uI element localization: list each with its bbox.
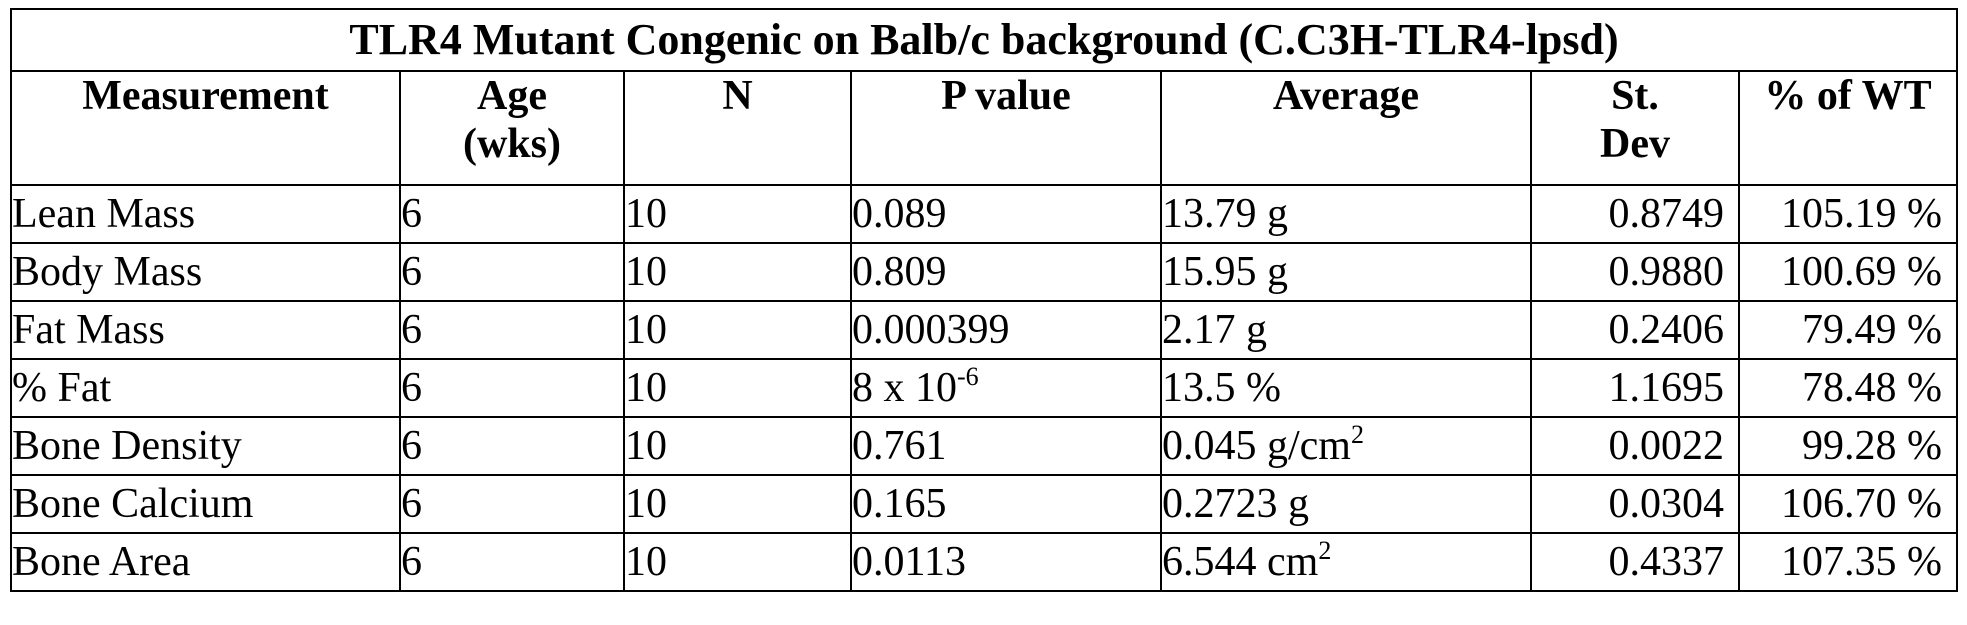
cell-p-value: 8 x 10-6 — [851, 359, 1161, 417]
cell-pct-wt: 78.48 % — [1739, 359, 1957, 417]
cell-n: 10 — [624, 417, 851, 475]
cell-n: 10 — [624, 243, 851, 301]
table-row: Body Mass 6 10 0.809 15.95 g 0.9880 100.… — [11, 243, 1957, 301]
p-value-text: 0.089 — [852, 191, 947, 237]
cell-measurement: Fat Mass — [11, 301, 400, 359]
cell-average: 6.544 cm2 — [1161, 533, 1531, 591]
cell-average: 2.17 g — [1161, 301, 1531, 359]
p-value-text: 0.0113 — [852, 539, 966, 585]
cell-measurement: Lean Mass — [11, 185, 400, 243]
average-text: 13.5 % — [1162, 365, 1281, 411]
cell-n: 10 — [624, 533, 851, 591]
table-row: Bone Density 6 10 0.761 0.045 g/cm2 0.00… — [11, 417, 1957, 475]
header-pct-wt: % of WT — [1739, 71, 1957, 185]
average-superscript: 2 — [1351, 420, 1364, 449]
cell-st-dev: 0.9880 — [1531, 243, 1739, 301]
header-age-line1: Age — [477, 73, 547, 119]
cell-average: 0.045 g/cm2 — [1161, 417, 1531, 475]
cell-age: 6 — [400, 359, 624, 417]
header-measurement: Measurement — [11, 71, 400, 185]
average-superscript: 2 — [1318, 536, 1331, 565]
cell-average: 13.79 g — [1161, 185, 1531, 243]
p-value-exponent: -6 — [957, 362, 979, 391]
header-average: Average — [1161, 71, 1531, 185]
cell-n: 10 — [624, 475, 851, 533]
average-text: 0.045 g/cm — [1162, 423, 1351, 469]
header-n: N — [624, 71, 851, 185]
header-age: Age (wks) — [400, 71, 624, 185]
cell-measurement: Body Mass — [11, 243, 400, 301]
header-p-value: P value — [851, 71, 1161, 185]
cell-p-value: 0.809 — [851, 243, 1161, 301]
cell-n: 10 — [624, 301, 851, 359]
header-age-line2: (wks) — [463, 121, 561, 167]
average-text: 0.2723 g — [1162, 481, 1309, 527]
cell-pct-wt: 107.35 % — [1739, 533, 1957, 591]
cell-age: 6 — [400, 475, 624, 533]
p-value-text: 0.000399 — [852, 307, 1010, 353]
cell-p-value: 0.165 — [851, 475, 1161, 533]
cell-average: 15.95 g — [1161, 243, 1531, 301]
cell-st-dev: 1.1695 — [1531, 359, 1739, 417]
cell-measurement: % Fat — [11, 359, 400, 417]
cell-n: 10 — [624, 359, 851, 417]
cell-age: 6 — [400, 417, 624, 475]
cell-measurement: Bone Calcium — [11, 475, 400, 533]
cell-p-value: 0.0113 — [851, 533, 1161, 591]
table-row: Bone Area 6 10 0.0113 6.544 cm2 0.4337 1… — [11, 533, 1957, 591]
cell-n: 10 — [624, 185, 851, 243]
cell-age: 6 — [400, 301, 624, 359]
cell-st-dev: 0.2406 — [1531, 301, 1739, 359]
table-header-row: Measurement Age (wks) N P value Average … — [11, 71, 1957, 185]
cell-average: 0.2723 g — [1161, 475, 1531, 533]
cell-p-value: 0.089 — [851, 185, 1161, 243]
cell-st-dev: 0.0304 — [1531, 475, 1739, 533]
p-value-text: 0.165 — [852, 481, 947, 527]
header-st-dev-line1: St. — [1611, 73, 1659, 119]
cell-p-value: 0.000399 — [851, 301, 1161, 359]
header-st-dev-line2: Dev — [1600, 121, 1670, 167]
cell-pct-wt: 79.49 % — [1739, 301, 1957, 359]
table-title: TLR4 Mutant Congenic on Balb/c backgroun… — [11, 9, 1957, 71]
cell-measurement: Bone Density — [11, 417, 400, 475]
average-text: 15.95 g — [1162, 249, 1288, 295]
cell-p-value: 0.761 — [851, 417, 1161, 475]
cell-pct-wt: 100.69 % — [1739, 243, 1957, 301]
table-row: Bone Calcium 6 10 0.165 0.2723 g 0.0304 … — [11, 475, 1957, 533]
average-text: 2.17 g — [1162, 307, 1267, 353]
cell-age: 6 — [400, 533, 624, 591]
p-value-text: 0.809 — [852, 249, 947, 295]
p-value-text: 0.761 — [852, 423, 947, 469]
table-title-row: TLR4 Mutant Congenic on Balb/c backgroun… — [11, 9, 1957, 71]
cell-pct-wt: 106.70 % — [1739, 475, 1957, 533]
cell-pct-wt: 105.19 % — [1739, 185, 1957, 243]
cell-age: 6 — [400, 185, 624, 243]
average-text: 13.79 g — [1162, 191, 1288, 237]
table-row: % Fat 6 10 8 x 10-6 13.5 % 1.1695 78.48 … — [11, 359, 1957, 417]
cell-pct-wt: 99.28 % — [1739, 417, 1957, 475]
cell-st-dev: 0.8749 — [1531, 185, 1739, 243]
table-row: Lean Mass 6 10 0.089 13.79 g 0.8749 105.… — [11, 185, 1957, 243]
cell-measurement: Bone Area — [11, 533, 400, 591]
cell-age: 6 — [400, 243, 624, 301]
results-table: TLR4 Mutant Congenic on Balb/c backgroun… — [10, 8, 1958, 592]
p-value-text: 8 x 10 — [852, 365, 957, 411]
cell-st-dev: 0.4337 — [1531, 533, 1739, 591]
cell-average: 13.5 % — [1161, 359, 1531, 417]
table-row: Fat Mass 6 10 0.000399 2.17 g 0.2406 79.… — [11, 301, 1957, 359]
header-st-dev: St. Dev — [1531, 71, 1739, 185]
average-text: 6.544 cm — [1162, 539, 1318, 585]
cell-st-dev: 0.0022 — [1531, 417, 1739, 475]
